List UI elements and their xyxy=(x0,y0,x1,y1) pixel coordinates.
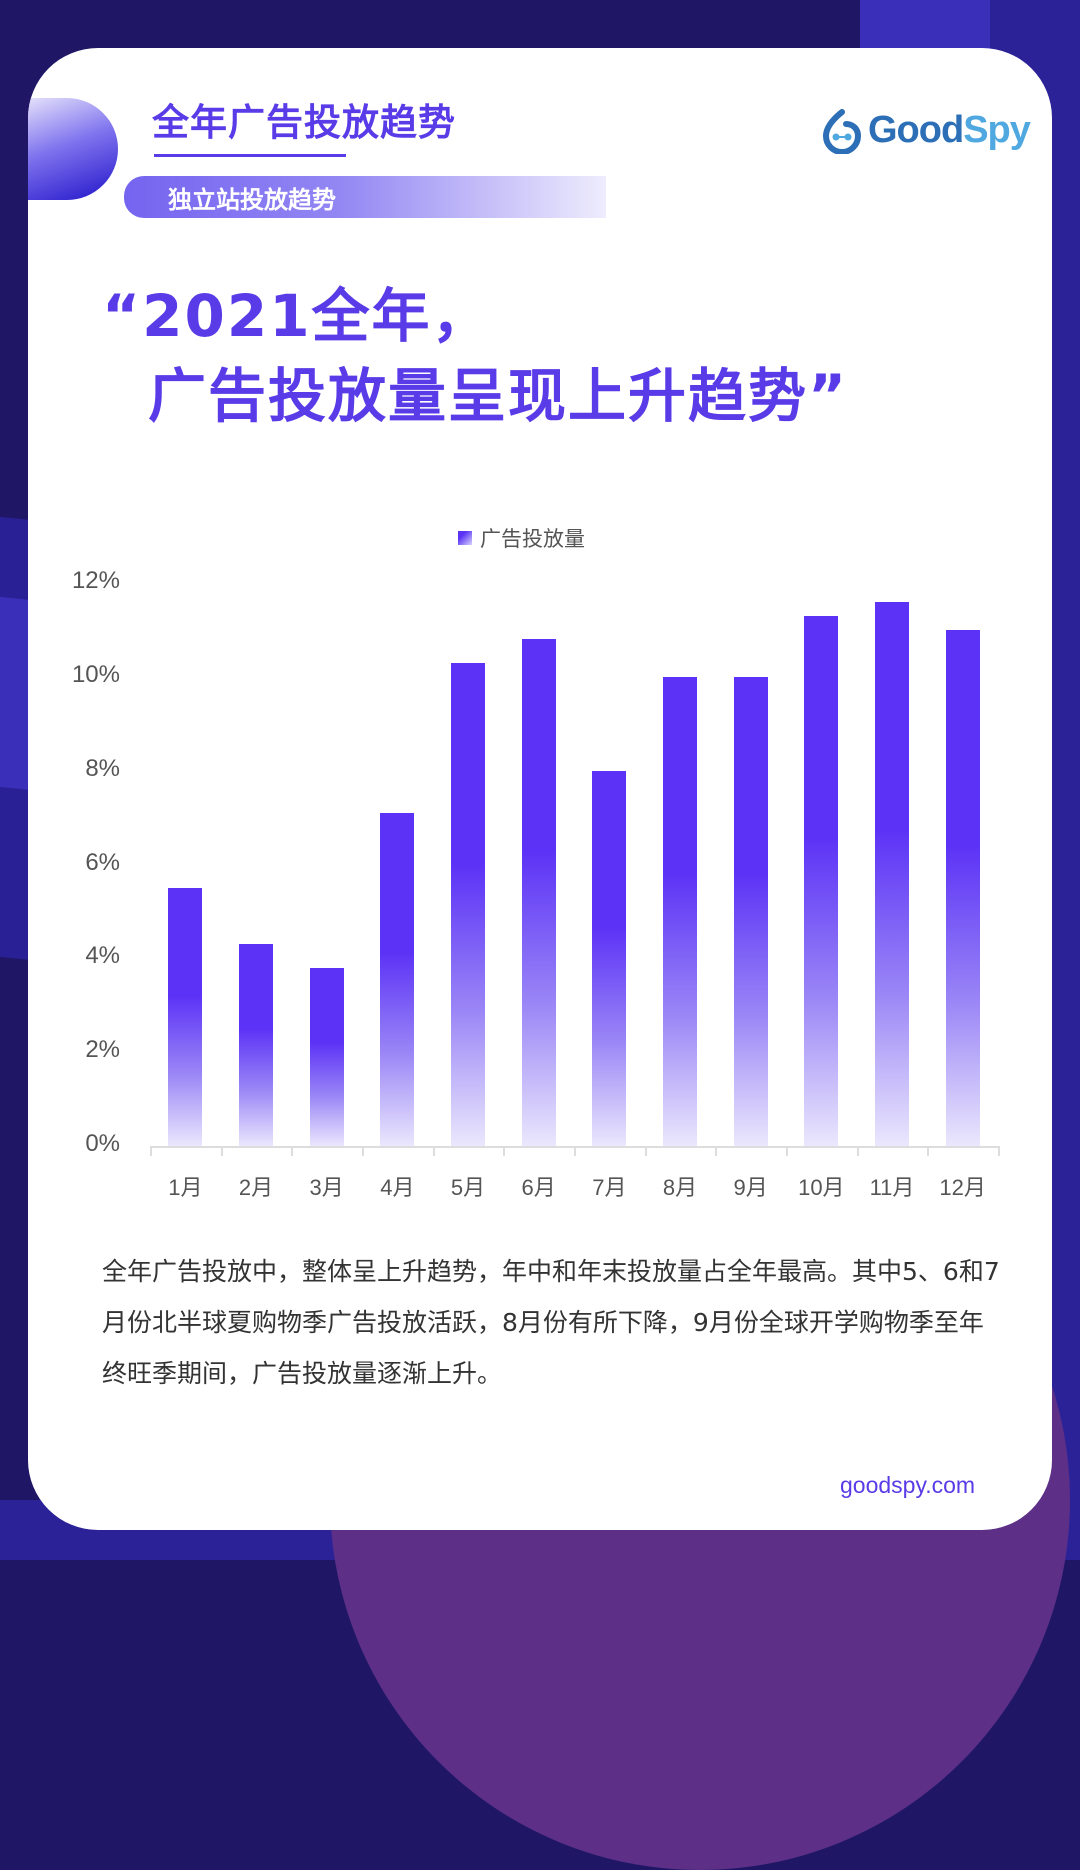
bar-11月 xyxy=(875,601,909,1146)
headline-line-1: “2021全年， xyxy=(102,282,492,350)
x-axis-tick xyxy=(715,1146,718,1156)
decorative-orb xyxy=(28,98,118,200)
bar-10月 xyxy=(804,615,839,1146)
x-tick-label: 1月 xyxy=(168,1175,203,1200)
x-axis-tick xyxy=(220,1146,223,1156)
bar-12月 xyxy=(945,629,980,1146)
y-tick-label: 4% xyxy=(85,942,120,970)
x-axis-tick xyxy=(856,1146,859,1156)
x-axis-tick xyxy=(644,1146,647,1156)
x-tick-label: 10月 xyxy=(798,1175,845,1200)
plot-area xyxy=(150,566,1000,1156)
y-tick-label: 10% xyxy=(71,660,120,688)
bar-4月 xyxy=(380,812,415,1146)
y-tick-label: 6% xyxy=(85,848,120,876)
x-tick-label: 3月 xyxy=(309,1175,344,1200)
x-axis-tick xyxy=(998,1146,1000,1156)
content-card: 全年广告投放趋势 独立站投放趋势 GoodSpy “2021全年， 广告投放量呈… xyxy=(28,48,1052,1530)
subtitle-banner: 独立站投放趋势 xyxy=(124,176,606,218)
bar-1月 xyxy=(168,887,203,1146)
bar-3月 xyxy=(309,967,344,1146)
goodspy-logo-icon xyxy=(822,109,862,154)
bar-6月 xyxy=(521,639,556,1146)
headline-quote: “2021全年， 广告投放量呈现上升趋势” xyxy=(102,276,848,436)
legend-swatch-icon xyxy=(458,531,472,545)
x-tick-label: 12月 xyxy=(939,1175,986,1200)
page-subtitle: 独立站投放趋势 xyxy=(168,186,336,214)
x-tick-label: 4月 xyxy=(380,1175,415,1200)
description-paragraph: 全年广告投放中，整体呈上升趋势，年中和年末投放量占全年最高。其中5、6和7月份北… xyxy=(102,1257,1000,1388)
footer-url-link[interactable]: goodspy.com xyxy=(840,1472,976,1498)
bar-5月 xyxy=(451,662,485,1146)
x-axis-tick xyxy=(927,1146,930,1156)
y-tick-label: 2% xyxy=(85,1036,120,1064)
headline-line-2: 广告投放量呈现上升趋势” xyxy=(148,362,849,430)
bar-8月 xyxy=(663,676,697,1146)
y-tick-label: 0% xyxy=(85,1130,120,1157)
bar-9月 xyxy=(733,676,768,1146)
title-underline xyxy=(154,154,346,157)
x-axis-tick xyxy=(362,1146,364,1156)
bar-7月 xyxy=(592,770,627,1146)
y-tick-label: 8% xyxy=(85,754,120,782)
x-tick-label: 11月 xyxy=(869,1175,915,1200)
x-axis-tick xyxy=(503,1146,506,1156)
x-axis-tick xyxy=(574,1146,576,1156)
page-title: 全年广告投放趋势 xyxy=(152,101,456,144)
x-tick-label: 5月 xyxy=(450,1175,486,1200)
x-tick-label: 8月 xyxy=(662,1175,698,1200)
x-tick-label: 2月 xyxy=(238,1175,274,1200)
x-axis-tick xyxy=(150,1146,152,1156)
bar-2月 xyxy=(239,944,273,1146)
x-axis-tick xyxy=(291,1146,294,1156)
x-tick-label: 9月 xyxy=(733,1175,768,1200)
legend-label: 广告投放量 xyxy=(480,527,585,551)
x-tick-label: 7月 xyxy=(592,1175,627,1200)
chart-legend: 广告投放量 xyxy=(458,523,585,553)
y-tick-label: 12% xyxy=(71,567,120,594)
x-axis-tick xyxy=(432,1146,435,1156)
x-tick-label: 6月 xyxy=(521,1175,556,1200)
logo-text-spy: Spy xyxy=(963,108,1031,151)
x-axis-tick xyxy=(786,1146,788,1156)
bar-chart: 广告投放量 0% 2% 4% 6% 8% 10% 12% 1月 2月 3月 4月 5月 6月 7月 8月 9… xyxy=(28,518,1052,1200)
goodspy-logo: GoodSpy xyxy=(820,106,1031,154)
logo-text-good: Good xyxy=(868,108,964,151)
